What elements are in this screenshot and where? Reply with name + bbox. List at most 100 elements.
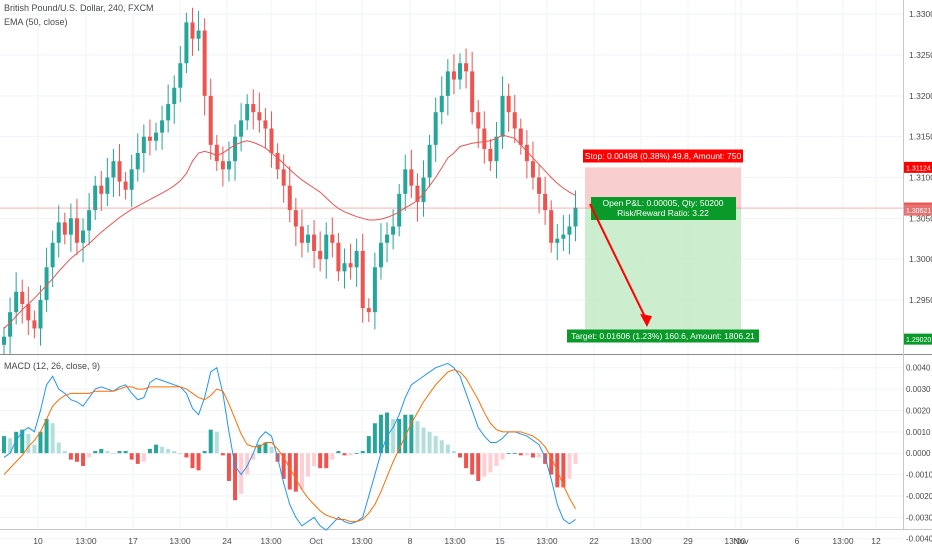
candle-body[interactable] xyxy=(214,144,219,162)
candle-body[interactable] xyxy=(482,128,487,149)
candle-body[interactable] xyxy=(427,144,432,178)
candle-body[interactable] xyxy=(26,304,31,321)
candle-body[interactable] xyxy=(555,238,560,243)
candle-body[interactable] xyxy=(269,128,274,154)
candle-body[interactable] xyxy=(281,169,286,186)
candle-body[interactable] xyxy=(494,136,499,162)
candle-body[interactable] xyxy=(166,104,171,121)
candle-body[interactable] xyxy=(470,71,475,113)
candle-body[interactable] xyxy=(403,169,408,194)
candle-body[interactable] xyxy=(348,263,353,268)
candle-body[interactable] xyxy=(8,312,13,337)
candle-body[interactable] xyxy=(129,169,134,190)
candle-body[interactable] xyxy=(464,63,469,72)
candle-body[interactable] xyxy=(439,95,444,113)
candle-body[interactable] xyxy=(196,30,201,39)
candle-body[interactable] xyxy=(50,242,55,268)
candle-body[interactable] xyxy=(233,136,238,162)
candle-body[interactable] xyxy=(476,112,481,129)
candle-body[interactable] xyxy=(257,112,262,121)
candle-body[interactable] xyxy=(93,185,98,211)
candle-body[interactable] xyxy=(458,63,462,80)
candle-body[interactable] xyxy=(299,226,304,243)
candle-body[interactable] xyxy=(99,185,104,194)
take-profit-zone[interactable] xyxy=(585,208,741,340)
candle-body[interactable] xyxy=(263,120,268,129)
candle-body[interactable] xyxy=(245,104,250,121)
candle-body[interactable] xyxy=(391,226,396,235)
candle-body[interactable] xyxy=(378,242,383,268)
candle-body[interactable] xyxy=(287,185,292,211)
candle-body[interactable] xyxy=(512,112,517,129)
candle-body[interactable] xyxy=(74,218,79,243)
candle-body[interactable] xyxy=(336,242,341,272)
candle-body[interactable] xyxy=(172,87,177,105)
candle-body[interactable] xyxy=(421,177,426,202)
candle-body[interactable] xyxy=(123,181,128,190)
candle-body[interactable] xyxy=(561,234,566,239)
candle-body[interactable] xyxy=(208,95,213,145)
target-label-bg[interactable] xyxy=(567,329,759,343)
candle-body[interactable] xyxy=(409,169,414,186)
candle-body[interactable] xyxy=(506,95,511,113)
candle-body[interactable] xyxy=(178,63,183,88)
candle-body[interactable] xyxy=(354,250,359,268)
candle-body[interactable] xyxy=(275,153,280,170)
candle-body[interactable] xyxy=(518,128,523,145)
candle-body[interactable] xyxy=(226,161,231,170)
candle-body[interactable] xyxy=(543,193,548,211)
candle-body[interactable] xyxy=(81,230,86,243)
candle-body[interactable] xyxy=(433,112,438,145)
candle-body[interactable] xyxy=(141,136,146,154)
candle-body[interactable] xyxy=(38,299,43,329)
candle-body[interactable] xyxy=(56,222,61,243)
candle-body[interactable] xyxy=(14,291,19,313)
candle-body[interactable] xyxy=(488,148,493,162)
candle-body[interactable] xyxy=(160,120,165,133)
candle-body[interactable] xyxy=(324,234,329,260)
candle-body[interactable] xyxy=(415,185,420,202)
candle-body[interactable] xyxy=(154,132,158,141)
stop-label-bg[interactable] xyxy=(583,149,743,163)
candle-body[interactable] xyxy=(190,22,195,39)
candle-body[interactable] xyxy=(312,234,317,251)
candle-body[interactable] xyxy=(372,267,377,313)
candle-body[interactable] xyxy=(530,161,535,178)
candle-body[interactable] xyxy=(567,226,572,235)
candle-body[interactable] xyxy=(147,136,152,141)
candle-body[interactable] xyxy=(397,193,402,227)
candle-body[interactable] xyxy=(385,234,390,243)
candle-body[interactable] xyxy=(537,177,542,194)
candle-body[interactable] xyxy=(451,71,456,80)
candle-body[interactable] xyxy=(342,263,347,272)
candle-body[interactable] xyxy=(306,234,310,243)
candle-body[interactable] xyxy=(20,291,25,305)
candle-body[interactable] xyxy=(87,210,92,231)
candle-body[interactable] xyxy=(239,120,244,137)
candle-body[interactable] xyxy=(105,177,110,194)
candle-body[interactable] xyxy=(445,71,450,96)
pnl-label-bg[interactable] xyxy=(591,197,736,220)
candle-body[interactable] xyxy=(524,144,529,162)
candle-body[interactable] xyxy=(360,250,365,309)
candle-body[interactable] xyxy=(500,95,505,137)
candle-body[interactable] xyxy=(32,320,37,329)
candle-body[interactable] xyxy=(293,210,298,227)
candle-body[interactable] xyxy=(135,153,140,170)
candle-body[interactable] xyxy=(549,210,554,243)
candle-body[interactable] xyxy=(62,222,67,235)
candle-body[interactable] xyxy=(330,234,335,243)
candle-body[interactable] xyxy=(318,250,323,260)
candle-body[interactable] xyxy=(202,30,207,96)
candle-body[interactable] xyxy=(117,161,122,182)
candle-body[interactable] xyxy=(366,308,371,313)
candle-body[interactable] xyxy=(220,161,225,170)
candle-body[interactable] xyxy=(111,161,116,178)
candle-body[interactable] xyxy=(573,207,578,227)
candle-body[interactable] xyxy=(68,218,73,235)
candle-body[interactable] xyxy=(251,104,256,113)
candle-body[interactable] xyxy=(184,22,189,64)
candle-body[interactable] xyxy=(44,267,49,300)
candle-body[interactable] xyxy=(2,336,6,345)
